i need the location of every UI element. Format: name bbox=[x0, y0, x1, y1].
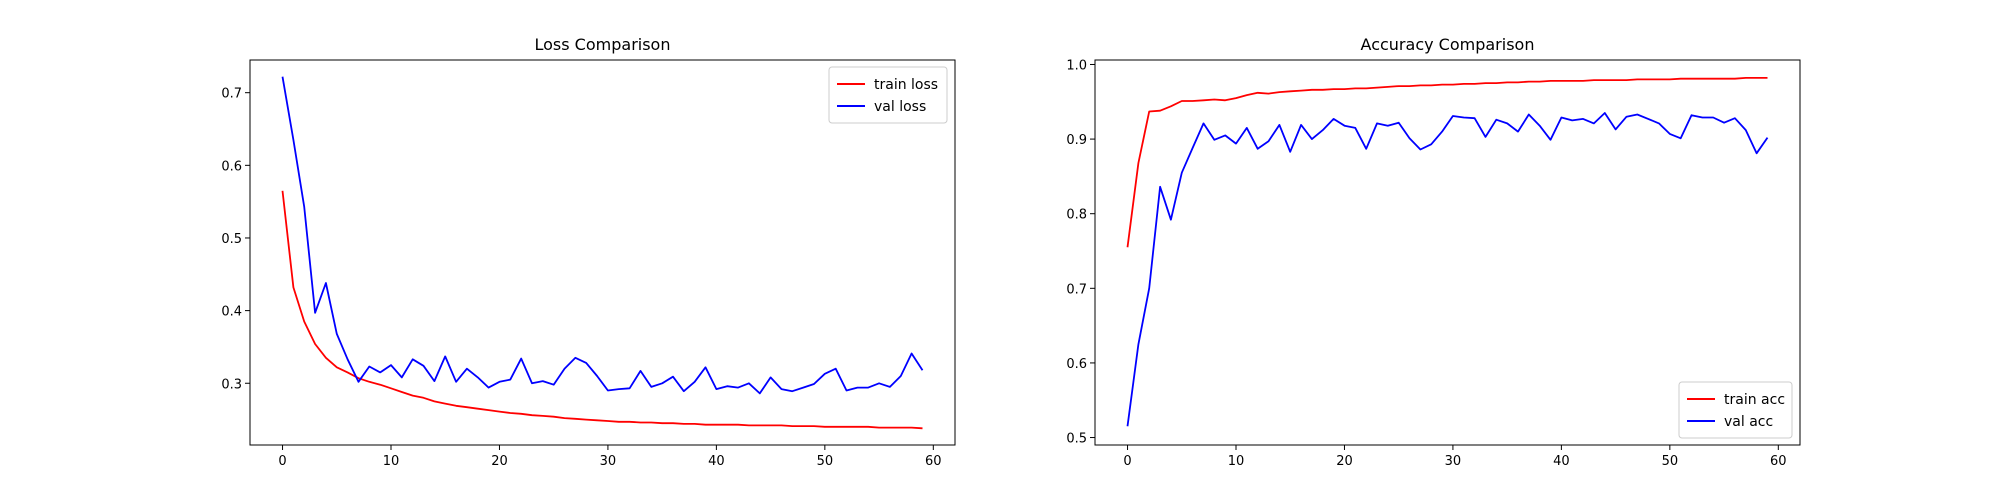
loss-chart-title: Loss Comparison bbox=[535, 35, 671, 54]
y-tick-label: 0.8 bbox=[1066, 208, 1087, 223]
x-tick-label: 30 bbox=[1445, 454, 1462, 469]
y-tick-label: 0.9 bbox=[1066, 133, 1087, 148]
y-tick-label: 0.5 bbox=[1066, 432, 1087, 447]
legend-label-val-acc: val acc bbox=[1724, 414, 1773, 430]
x-tick-label: 20 bbox=[1336, 454, 1353, 469]
series-line-train-acc bbox=[1126, 77, 1768, 248]
series-line-val-acc bbox=[1126, 112, 1769, 427]
y-tick-label: 0.5 bbox=[221, 232, 242, 247]
accuracy-x-axis: 0 10 20 30 40 50 60 bbox=[1123, 445, 1787, 469]
x-tick-label: 60 bbox=[925, 454, 942, 469]
loss-y-axis: 0.3 0.4 0.5 0.6 0.7 bbox=[221, 87, 250, 392]
x-tick-label: 60 bbox=[1770, 454, 1787, 469]
x-tick-label: 30 bbox=[600, 454, 617, 469]
series-line-train-loss bbox=[281, 190, 923, 430]
y-tick-label: 0.7 bbox=[1066, 282, 1087, 297]
y-tick-label: 0.7 bbox=[221, 87, 242, 102]
accuracy-chart-title: Accuracy Comparison bbox=[1361, 35, 1535, 54]
accuracy-series-lines bbox=[1126, 77, 1769, 427]
accuracy-plot-area bbox=[1094, 59, 1801, 446]
accuracy-legend-box bbox=[1678, 381, 1793, 439]
x-tick-label: 50 bbox=[817, 454, 834, 469]
accuracy-y-axis: 0.5 0.6 0.7 0.8 0.9 1.0 bbox=[1066, 58, 1095, 447]
loss-x-axis: 0 10 20 30 40 50 60 bbox=[278, 445, 942, 469]
y-tick-label: 1.0 bbox=[1066, 58, 1087, 73]
x-tick-label: 20 bbox=[491, 454, 508, 469]
loss-chart: Loss Comparison 0 10 20 30 40 50 60 0.30.40.50… bbox=[221, 35, 956, 469]
loss-plot-area bbox=[249, 59, 956, 446]
y-tick-label: 0.4 bbox=[221, 305, 242, 320]
x-tick-label: 50 bbox=[1662, 454, 1679, 469]
accuracy-chart: Accuracy Comparison 0 10 20 30 40 50 60 0.5 0.6… bbox=[1066, 35, 1801, 469]
y-tick-label: 0.6 bbox=[1066, 357, 1087, 372]
series-line-val-loss bbox=[281, 76, 924, 395]
legend-label-train-acc: train acc bbox=[1724, 392, 1785, 408]
loss-legend: train loss val loss bbox=[828, 66, 948, 124]
y-tick-label: 0.6 bbox=[221, 159, 242, 174]
x-tick-label: 0 bbox=[1123, 454, 1131, 469]
loss-series-lines bbox=[281, 76, 924, 430]
x-tick-label: 40 bbox=[1553, 454, 1570, 469]
loss-legend-box bbox=[828, 66, 948, 124]
accuracy-legend: train acc val acc bbox=[1678, 381, 1793, 439]
legend-label-train-loss: train loss bbox=[874, 77, 938, 93]
y-tick-label: 0.3 bbox=[221, 377, 242, 392]
x-tick-label: 10 bbox=[1228, 454, 1245, 469]
x-tick-label: 40 bbox=[708, 454, 725, 469]
x-tick-label: 10 bbox=[383, 454, 400, 469]
legend-label-val-loss: val loss bbox=[874, 99, 926, 115]
x-tick-label: 0 bbox=[278, 454, 286, 469]
